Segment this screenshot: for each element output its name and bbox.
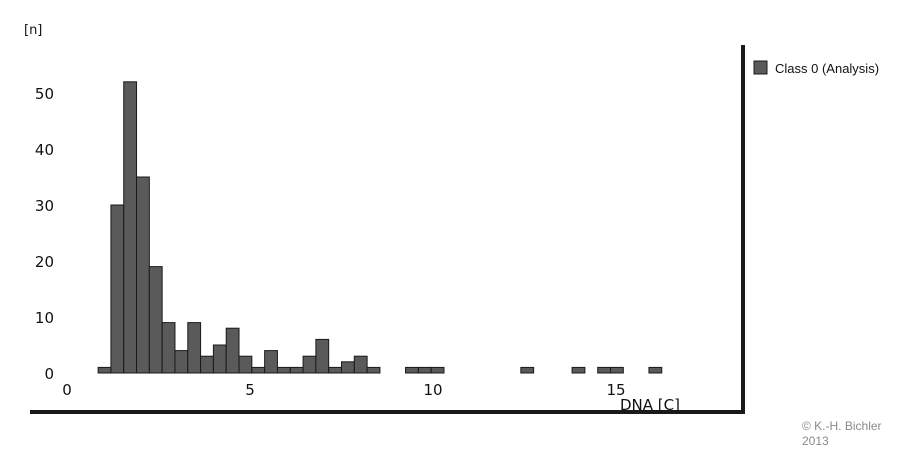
histogram-bar xyxy=(341,361,355,374)
histogram-bar xyxy=(276,366,291,374)
y-tick-label: 50 xyxy=(35,85,54,103)
histogram-bar xyxy=(187,322,202,374)
histogram-bar xyxy=(648,366,663,374)
histogram-bar xyxy=(200,355,214,374)
histogram-bar xyxy=(417,366,432,374)
x-tick-label: 0 xyxy=(62,381,72,399)
histogram-bar xyxy=(136,176,150,374)
legend-swatch xyxy=(753,60,768,75)
histogram-bar xyxy=(366,366,381,374)
histogram-bar xyxy=(264,350,278,374)
copyright-line-2: 2013 xyxy=(802,434,829,448)
histogram-bar xyxy=(328,366,343,374)
legend-label: Class 0 (Analysis) xyxy=(775,61,879,76)
histogram-bar xyxy=(289,366,304,374)
histogram-bar xyxy=(430,366,445,374)
y-tick-label: 20 xyxy=(35,253,54,271)
y-tick-label: 10 xyxy=(35,309,54,327)
histogram-bar xyxy=(174,350,189,374)
histogram-bar xyxy=(212,344,227,374)
histogram-bar xyxy=(238,355,253,374)
bars-group xyxy=(97,81,663,374)
histogram-bar xyxy=(302,355,317,374)
copyright-line-1: © K.-H. Bichler xyxy=(802,419,882,433)
x-tick-label: 10 xyxy=(423,381,442,399)
y-tick-label: 40 xyxy=(35,141,54,159)
histogram-bar xyxy=(610,366,624,374)
histogram-bar xyxy=(110,204,125,374)
histogram-bar xyxy=(520,366,535,374)
histogram-bar xyxy=(353,355,368,374)
y-axis-label: [n] xyxy=(24,23,42,38)
x-tick-label: 15 xyxy=(606,381,625,399)
histogram-bar xyxy=(161,322,176,374)
histogram-bar xyxy=(97,366,112,374)
y-tick-label: 0 xyxy=(44,365,54,383)
histogram-bar xyxy=(123,81,138,374)
x-axis-label: DNA [C] xyxy=(620,396,680,414)
x-tick-labels: 0 5 10 15 xyxy=(62,381,625,399)
legend: Class 0 (Analysis) xyxy=(753,60,879,76)
histogram-bar xyxy=(405,366,419,374)
histogram-bar xyxy=(148,266,163,374)
histogram-bar xyxy=(597,366,612,374)
x-tick-label: 5 xyxy=(245,381,255,399)
y-tick-label: 30 xyxy=(35,197,54,215)
histogram-bar xyxy=(251,366,266,374)
histogram-bar xyxy=(225,327,240,374)
histogram-bar xyxy=(571,366,586,374)
histogram-bar xyxy=(315,338,330,374)
y-tick-labels: 0 10 20 30 40 50 xyxy=(35,85,54,383)
copyright-notice: © K.-H. Bichler 2013 xyxy=(802,419,897,449)
